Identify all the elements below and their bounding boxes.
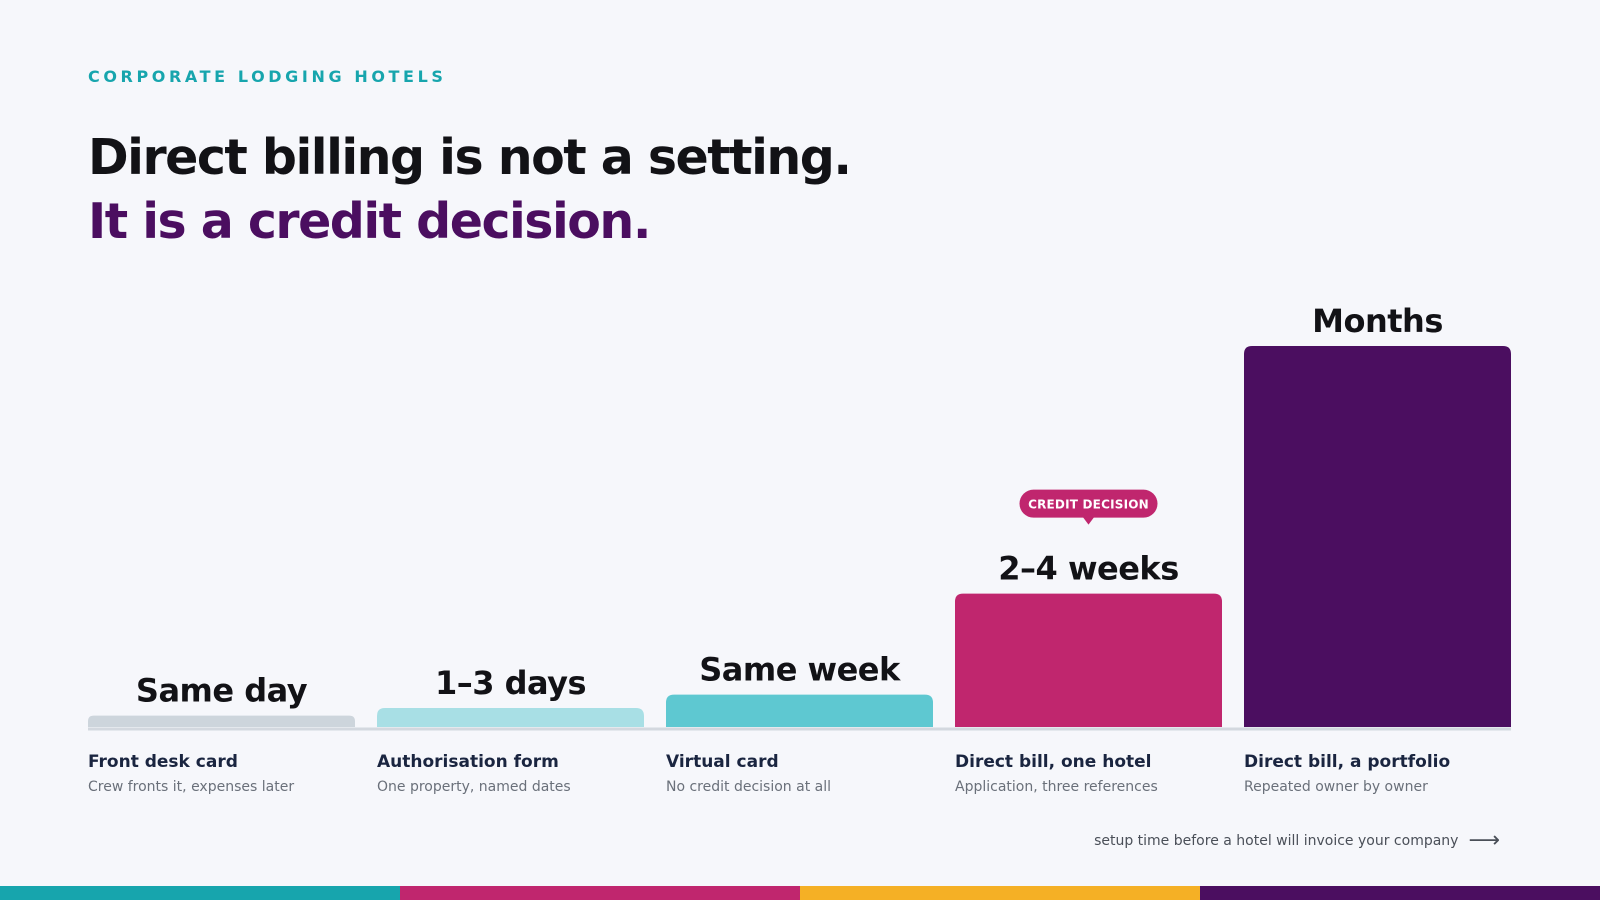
bar-value-label-4: 2–4 weeks — [998, 550, 1178, 588]
bar-3 — [666, 694, 933, 727]
title-line-1: Direct billing is not a setting. — [88, 129, 852, 186]
category-description-4: Application, three references — [955, 779, 1158, 795]
category-label-1: Front desk card — [88, 752, 238, 772]
bar-2 — [377, 707, 644, 727]
footnote: setup time before a hotel will invoice y… — [1094, 828, 1500, 853]
stripe-segment-purple — [1200, 886, 1600, 900]
color-stripe — [0, 886, 1600, 900]
annotation-pointer — [1082, 516, 1095, 525]
category-description-2: One property, named dates — [377, 779, 571, 795]
stripe-segment-magenta — [400, 886, 800, 900]
bar-value-label-1: Same day — [136, 672, 308, 710]
bar-value-label-2: 1–3 days — [435, 664, 586, 702]
category-label-4: Direct bill, one hotel — [955, 752, 1152, 772]
category-description-1: Crew fronts it, expenses later — [88, 779, 294, 795]
stripe-segment-amber — [800, 886, 1200, 900]
category-label-2: Authorisation form — [377, 752, 559, 772]
page-title: Direct billing is not a setting. It is a… — [88, 126, 852, 254]
bar-1 — [88, 715, 355, 727]
category-label-3: Virtual card — [666, 752, 779, 772]
bar-5 — [1244, 346, 1511, 727]
bar-value-label-3: Same week — [699, 651, 901, 689]
eyebrow-label: CORPORATE LODGING HOTELS — [88, 67, 447, 86]
annotation-pill — [1019, 489, 1158, 518]
right-arrow-icon: ⟶ — [1468, 828, 1500, 853]
title-line-2: It is a credit decision. — [88, 193, 651, 250]
stripe-segment-teal — [0, 886, 400, 900]
category-description-3: No credit decision at all — [666, 779, 831, 795]
category-description-5: Repeated owner by owner — [1244, 779, 1428, 795]
annotation-label: CREDIT DECISION — [1028, 498, 1149, 512]
bar-value-label-5: Months — [1312, 302, 1443, 340]
footnote-text: setup time before a hotel will invoice y… — [1094, 833, 1459, 849]
category-label-5: Direct bill, a portfolio — [1244, 752, 1450, 772]
bar-4 — [955, 593, 1222, 727]
